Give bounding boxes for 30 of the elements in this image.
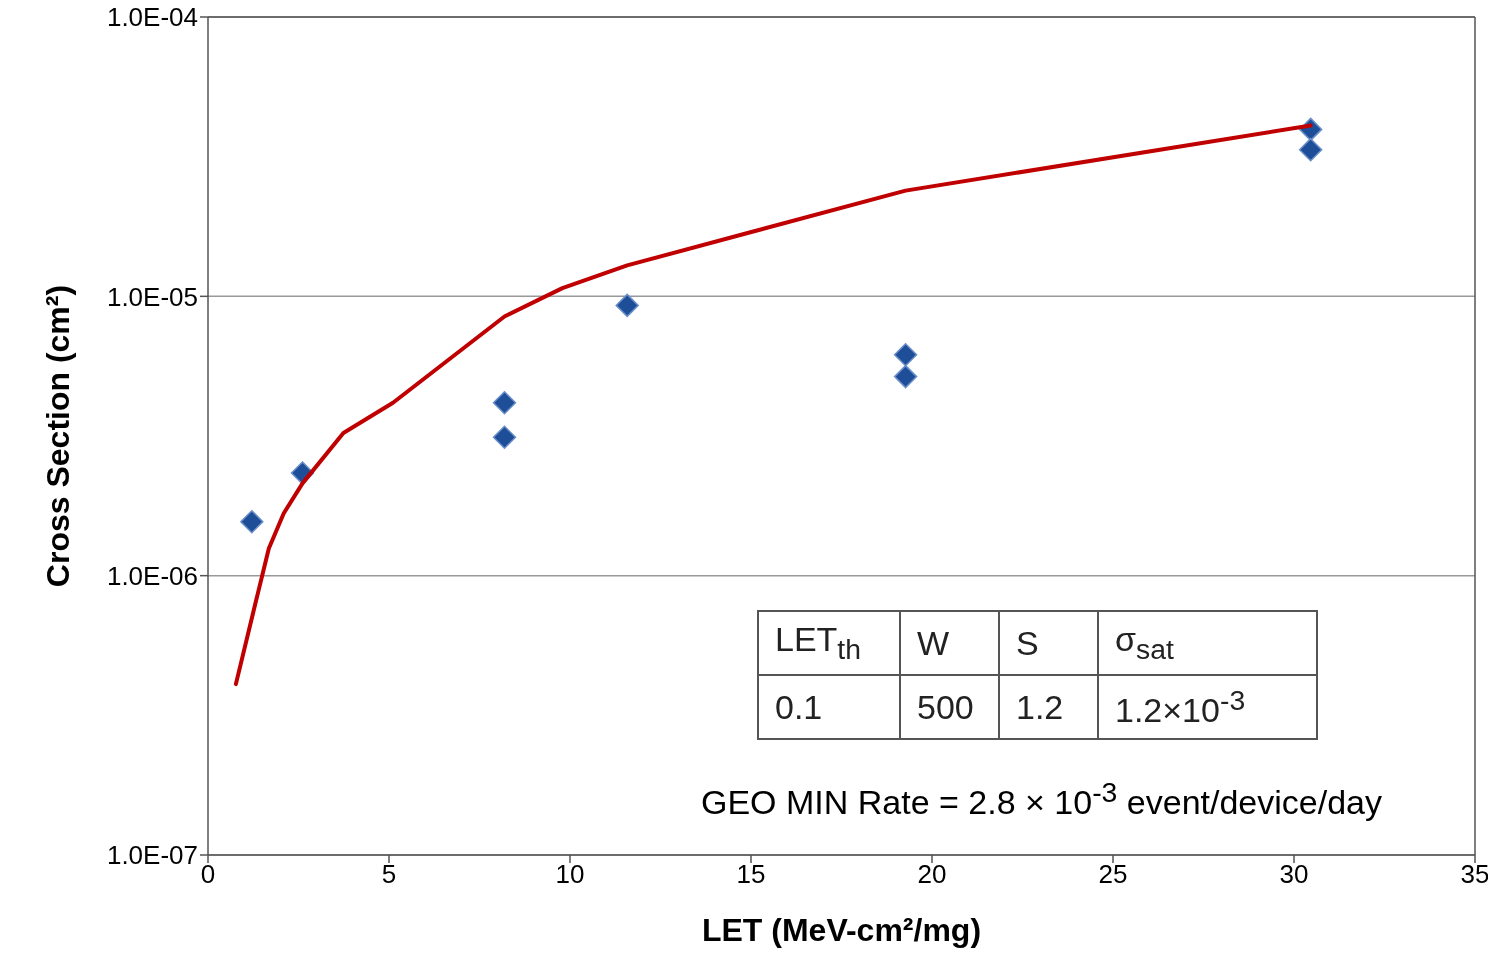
point bbox=[893, 364, 918, 389]
x-tick-label: 20 bbox=[917, 859, 947, 890]
point bbox=[615, 293, 639, 318]
x-tick-label: 10 bbox=[555, 859, 585, 890]
annotation: 500 bbox=[917, 687, 974, 726]
annotation: 0.1 bbox=[775, 687, 823, 726]
point bbox=[492, 425, 517, 449]
y-tick-label: 1.0E-05 bbox=[106, 281, 198, 312]
y-axis-title: Cross Section (cm²) bbox=[40, 284, 77, 588]
annotation: 1.2×10$^{-3}$ bbox=[1115, 683, 1246, 730]
annotation: S bbox=[1016, 623, 1039, 662]
x-tick-label: 30 bbox=[1279, 859, 1309, 890]
x-tick-label: 25 bbox=[1098, 859, 1128, 890]
annotation: σ$_{sat}$ bbox=[1115, 620, 1174, 665]
point bbox=[240, 509, 264, 534]
point bbox=[893, 342, 918, 367]
annotation: 1.2 bbox=[1016, 687, 1064, 726]
y-tick-label: 1.0E-04 bbox=[106, 2, 198, 33]
y-tick-label: 1.0E-06 bbox=[106, 560, 198, 591]
x-axis-title: LET (MeV-cm²/mg) bbox=[701, 912, 982, 948]
x-tick-label: 35 bbox=[1460, 859, 1490, 890]
x-tick-label: 0 bbox=[200, 859, 216, 890]
x-tick-label: 5 bbox=[381, 859, 397, 890]
point bbox=[492, 390, 517, 415]
x-tick-label: 15 bbox=[736, 859, 766, 890]
point bbox=[1298, 137, 1323, 162]
annotation: LET$_{th}$ bbox=[775, 620, 861, 665]
y-tick-label: 1.0E-07 bbox=[106, 840, 198, 871]
annotation: GEO MIN Rate = 2.8 × 10$^{-3}$ event/device/day bbox=[701, 776, 1383, 822]
annotation: W bbox=[917, 623, 950, 662]
